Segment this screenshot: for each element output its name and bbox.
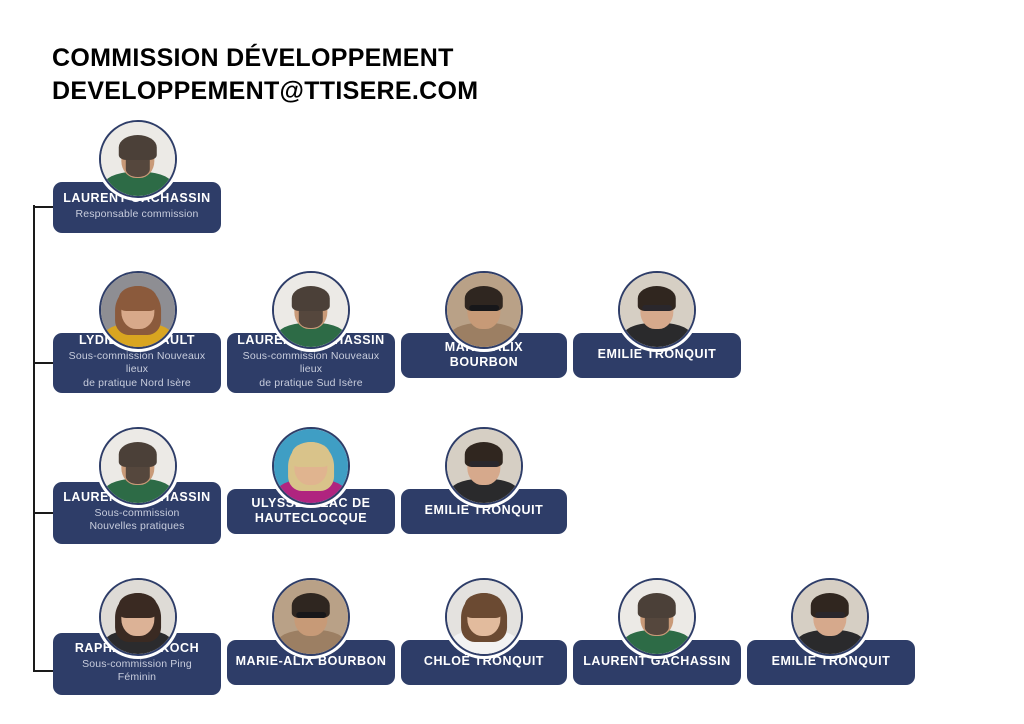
org-card[interactable]: EMILIE TRONQUIT <box>401 489 567 534</box>
laurent-gachassin-avatar <box>99 120 177 198</box>
lydie-courault-avatar <box>99 271 177 349</box>
org-card[interactable]: LAURENT GACHASSIN Responsable commission <box>53 182 221 233</box>
connector-stub-3 <box>33 512 55 514</box>
card-person-role: Responsable commission <box>75 207 199 220</box>
raphaelle-koch-avatar <box>99 578 177 656</box>
page-header: COMMISSION DÉVELOPPEMENT DEVELOPPEMENT@T… <box>52 42 652 108</box>
card-person-role: Sous-commission Nouveaux lieux de pratiq… <box>68 349 206 390</box>
chloe-tronquit-avatar <box>445 578 523 656</box>
card-person-name: EMILIE TRONQUIT <box>597 347 717 362</box>
laurent-gachassin-avatar-3 <box>99 427 177 505</box>
ulysse-aizac-avatar <box>272 427 350 505</box>
card-person-name: LAURENT GACHASSIN <box>583 654 731 669</box>
card-person-role: Sous-commission Ping Féminin <box>82 657 192 684</box>
emilie-tronquit-avatar-2 <box>445 427 523 505</box>
page-title: COMMISSION DÉVELOPPEMENT <box>52 44 454 72</box>
card-person-name: MARIE-ALIX BOURBON <box>235 654 387 669</box>
card-person-name: EMILIE TRONQUIT <box>424 503 544 518</box>
card-person-name: CHLOÉ TRONQUIT <box>423 654 545 669</box>
connector-spine <box>33 205 35 671</box>
org-card[interactable]: CHLOÉ TRONQUIT <box>401 640 567 685</box>
card-person-role: Sous-commission Nouveaux lieux de pratiq… <box>242 349 380 390</box>
laurent-gachassin-avatar-2 <box>272 271 350 349</box>
marie-alix-bourbon-avatar <box>445 271 523 349</box>
connector-stub-1 <box>33 206 55 208</box>
marie-alix-bourbon-avatar-2 <box>272 578 350 656</box>
emilie-tronquit-avatar-3 <box>791 578 869 656</box>
emilie-tronquit-avatar <box>618 271 696 349</box>
connector-stub-2 <box>33 362 55 364</box>
connector-stub-4 <box>33 670 55 672</box>
card-person-role: Sous-commission Nouvelles pratiques <box>89 506 185 533</box>
card-person-name: EMILIE TRONQUIT <box>771 654 891 669</box>
laurent-gachassin-avatar-4 <box>618 578 696 656</box>
page-email: DEVELOPPEMENT@TTISERE.COM <box>52 77 479 105</box>
